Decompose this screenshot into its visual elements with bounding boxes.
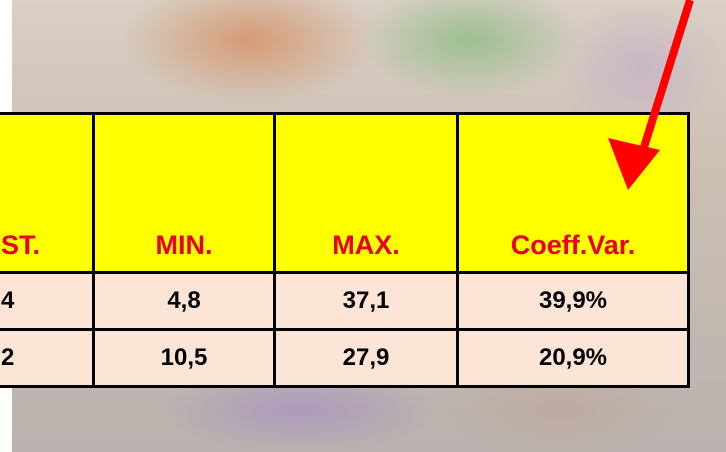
page: ST. MIN. MAX. Coeff.Var. 4 4,8 37,1 39,9… bbox=[0, 0, 726, 452]
arrow-layer bbox=[0, 0, 726, 452]
arrow-shaft bbox=[640, 0, 690, 160]
arrow-head bbox=[608, 138, 660, 190]
